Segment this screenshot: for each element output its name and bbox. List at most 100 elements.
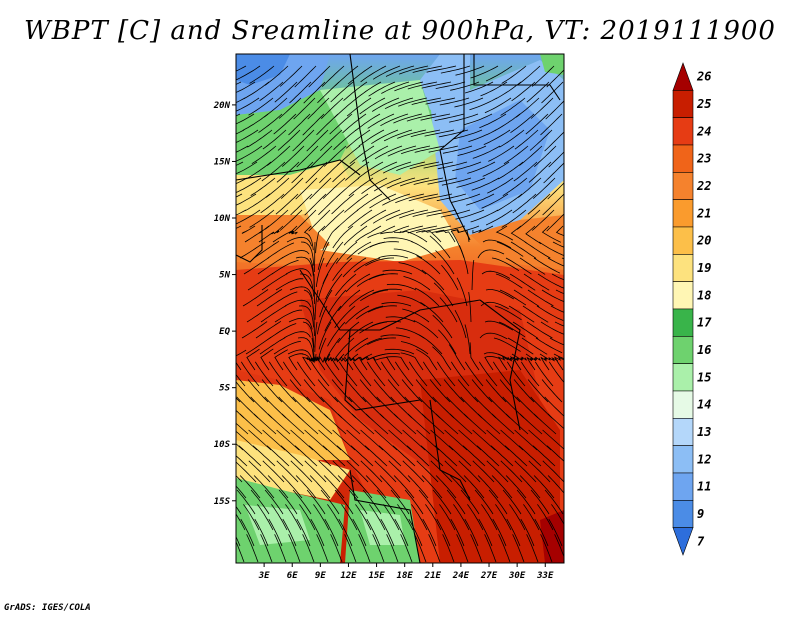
streamline [416, 429, 440, 451]
streamline [387, 379, 409, 403]
streamline [412, 209, 443, 217]
streamline [347, 209, 373, 229]
streamline [393, 475, 415, 499]
streamline [458, 460, 481, 483]
streamline [259, 81, 284, 102]
streamline [355, 81, 382, 100]
streamline [442, 145, 473, 154]
streamline [554, 321, 564, 327]
streamline [448, 445, 472, 467]
streamline [541, 289, 564, 303]
streamline [510, 241, 537, 259]
streamline [248, 429, 272, 451]
streamline [355, 337, 383, 352]
streamline [360, 289, 389, 302]
streamline [393, 248, 423, 259]
streamline [453, 129, 483, 140]
streamline [432, 314, 453, 339]
streamline [274, 349, 288, 371]
streamline [400, 341, 429, 355]
streamline [304, 429, 328, 451]
streamline [508, 305, 535, 323]
streamline [345, 305, 370, 325]
lon-label: 9E [315, 571, 326, 581]
streamline [491, 475, 513, 499]
lat-label: 10N [214, 214, 231, 224]
streamline [407, 81, 438, 90]
streamline [271, 259, 299, 275]
streamline [519, 413, 543, 435]
streamline [344, 193, 369, 213]
streamline [468, 292, 472, 323]
streamline [268, 518, 283, 547]
streamline [451, 193, 481, 203]
streamline [528, 429, 552, 451]
streamline [376, 489, 396, 515]
streamline [338, 518, 353, 547]
streamline [352, 361, 372, 387]
streamline [361, 177, 388, 195]
streamline [399, 209, 429, 219]
streamline [439, 297, 458, 323]
streamline [464, 81, 494, 94]
streamline [492, 361, 512, 387]
streamline [368, 273, 399, 280]
streamline [456, 277, 468, 307]
streamline [399, 65, 429, 75]
streamline [253, 475, 275, 499]
streamline [483, 129, 511, 145]
streamline [318, 429, 342, 451]
streamline [284, 299, 312, 308]
streamline [267, 413, 291, 435]
streamline [470, 209, 499, 223]
streamline [422, 361, 442, 387]
streamline [285, 504, 302, 531]
streamline [332, 161, 356, 183]
streamline [533, 257, 561, 274]
streamline [356, 193, 383, 211]
streamline [492, 518, 507, 547]
streamline [264, 489, 284, 515]
lon-label: 24E [452, 571, 470, 581]
streamline [367, 225, 396, 239]
streamline [472, 145, 501, 159]
streamline [236, 209, 247, 216]
streamline [303, 225, 314, 251]
streamline [482, 161, 510, 177]
streamline [478, 361, 498, 387]
streamline [330, 534, 343, 563]
streamline [410, 129, 441, 138]
streamline [464, 324, 471, 355]
streamline [553, 353, 564, 360]
streamline [440, 209, 471, 218]
streamline [239, 413, 263, 435]
streamline [360, 460, 383, 483]
streamline [401, 379, 423, 403]
streamline [472, 460, 495, 483]
streamline [302, 113, 325, 136]
colorbar-cell [672, 390, 694, 419]
streamline [246, 304, 273, 323]
streamline [512, 321, 539, 339]
streamline [295, 475, 317, 499]
streamline [535, 337, 563, 354]
streamline [246, 348, 260, 371]
streamline [365, 475, 387, 499]
streamline [521, 337, 548, 355]
lat-label: 10S [214, 440, 231, 450]
streamline [296, 361, 316, 387]
streamline [278, 97, 302, 119]
streamline [477, 475, 499, 499]
streamline [455, 209, 485, 220]
streamline [494, 305, 522, 321]
streamline [378, 445, 402, 467]
streamline [555, 225, 564, 237]
streamline [301, 353, 312, 362]
streamline [426, 65, 457, 73]
streamline [263, 97, 288, 118]
streamline [246, 161, 272, 180]
streamline [538, 241, 564, 256]
streamline [248, 97, 274, 116]
streamline [463, 413, 487, 435]
streamline [459, 245, 469, 275]
